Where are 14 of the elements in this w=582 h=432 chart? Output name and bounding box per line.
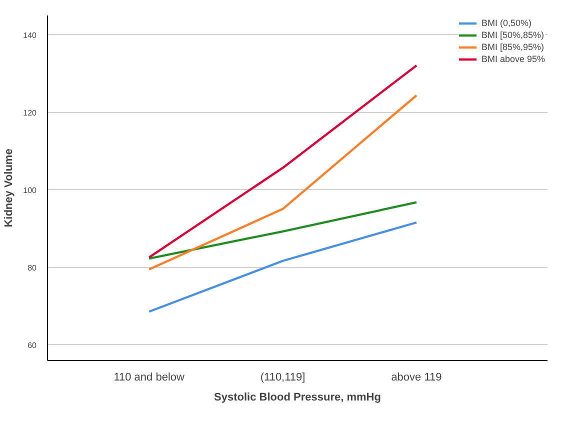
y-tick-label: 60	[28, 340, 38, 350]
y-tick-label: 80	[28, 263, 38, 272]
x-tick-label: (110,119]	[260, 372, 306, 384]
y-tick-label: 120	[23, 108, 38, 118]
y-tick-label: 140	[23, 30, 38, 40]
legend-label: BMI [85%,95%)	[481, 41, 544, 53]
legend-label: BMI (0,50%)	[481, 17, 532, 29]
x-axis-title: Systolic Blood Pressure, mmHg	[214, 392, 381, 404]
legend-label: BMI above 95%	[481, 53, 545, 65]
y-axis-title: Kidney Volume	[3, 148, 16, 228]
y-tick-label: 100	[23, 186, 38, 195]
x-tick-label: 110 and below	[114, 372, 185, 384]
legend-label: BMI [50%,85%)	[481, 29, 544, 41]
x-tick-label: above 119	[391, 372, 442, 384]
